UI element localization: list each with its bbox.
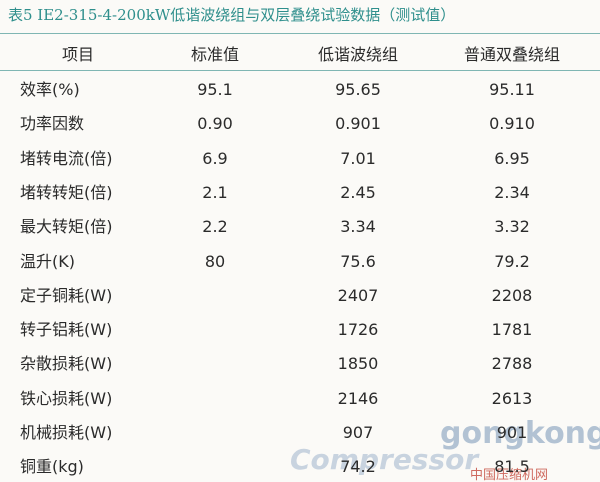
cell: 1850	[337, 354, 379, 374]
cell: 2.34	[494, 182, 530, 202]
cell: 95.1	[197, 80, 233, 99]
column-header: 项目	[62, 45, 95, 64]
header-rule	[0, 70, 600, 71]
cell: 95.65	[335, 80, 381, 99]
table-title: 表5 IE2-315-4-200kW低谐波绕组与双层叠绕试验数据（测试值）	[8, 6, 456, 24]
row-label: 转子铝耗(W)	[20, 320, 113, 340]
cell: 2.1	[202, 182, 228, 202]
row-label: 铁心损耗(W)	[20, 388, 113, 408]
cell: 2146	[337, 388, 379, 408]
cell: 3.34	[340, 217, 376, 237]
cell: 75.6	[340, 251, 376, 271]
cell: 80	[204, 251, 226, 271]
row-label: 定子铜耗(W)	[20, 285, 113, 305]
cell: 901	[496, 423, 528, 442]
column-header: 低谐波绕组	[317, 45, 398, 64]
cell: 1726	[337, 320, 379, 340]
cell: 3.32	[494, 217, 530, 237]
top-rule	[0, 33, 600, 34]
cell: 81.5	[494, 457, 530, 477]
row-label: 堵转转矩(倍)	[20, 182, 113, 202]
row-label: 铜重(kg)	[20, 457, 84, 477]
row-label: 温升(K)	[20, 251, 75, 271]
row-label: 最大转矩(倍)	[20, 217, 113, 237]
column-header: 标准值	[190, 45, 239, 64]
row-label: 机械损耗(W)	[20, 423, 113, 442]
cell: 2208	[491, 285, 533, 305]
cell: 2788	[491, 354, 533, 374]
cell: 2613	[491, 388, 533, 408]
row-label: 杂散损耗(W)	[20, 354, 113, 374]
cell: 2407	[337, 285, 379, 305]
watermark: gongkong	[440, 416, 600, 451]
cell: 0.90	[197, 114, 233, 134]
cell: 79.2	[494, 251, 530, 271]
cell: 1781	[491, 320, 533, 340]
cell: 0.910	[489, 114, 535, 134]
watermark: Compressor	[290, 443, 479, 476]
watermark: 中国压缩机网	[470, 468, 549, 482]
cell: 7.01	[340, 148, 376, 168]
cell: 0.901	[335, 114, 381, 134]
column-header: 普通双叠绕组	[463, 45, 560, 64]
cell: 6.9	[202, 148, 228, 168]
cell: 2.2	[202, 217, 228, 237]
row-label: 功率因数	[20, 114, 85, 134]
cell: 74.2	[340, 457, 376, 477]
row-label: 效率(%)	[20, 80, 80, 99]
cell: 6.95	[494, 148, 530, 168]
cell: 2.45	[340, 182, 376, 202]
cell: 95.11	[489, 80, 535, 99]
cell: 907	[342, 423, 374, 442]
row-label: 堵转电流(倍)	[20, 148, 113, 168]
